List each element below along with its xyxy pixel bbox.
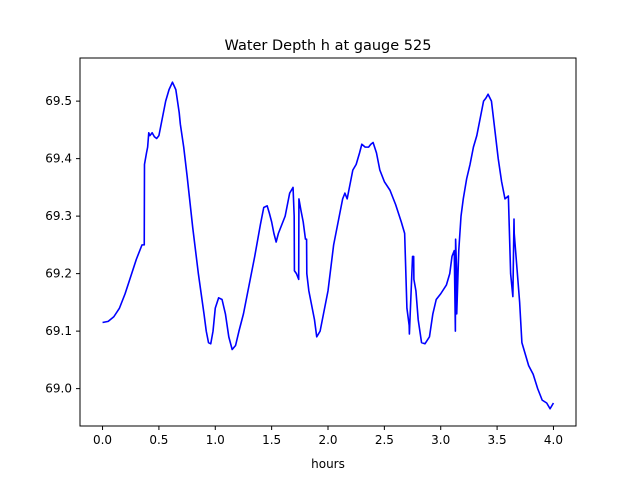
x-tick-label: 2.5 <box>375 433 394 447</box>
plot-area <box>80 58 576 426</box>
x-tick-label: 3.0 <box>431 433 450 447</box>
series-line-0 <box>102 81 555 410</box>
y-tick-label: 69.2 <box>45 267 72 281</box>
chart-title: Water Depth h at gauge 525 <box>225 38 432 54</box>
x-axis-label: hours <box>311 457 345 471</box>
data-layer <box>102 81 555 410</box>
x-tick-label: 0.5 <box>149 433 168 447</box>
plot-frame <box>79 57 577 427</box>
x-tick-label: 2.0 <box>318 433 337 447</box>
y-tick-label: 69.0 <box>45 382 72 396</box>
y-tick-label: 69.4 <box>45 152 72 166</box>
x-tick-label: 3.5 <box>488 433 507 447</box>
y-tick-label: 69.5 <box>45 94 72 108</box>
x-tick-label: 1.0 <box>206 433 225 447</box>
x-tick-label: 4.0 <box>544 433 563 447</box>
x-tick-label: 0.0 <box>93 433 112 447</box>
y-tick-label: 69.3 <box>45 209 72 223</box>
y-tick-label: 69.1 <box>45 324 72 338</box>
x-tick-label: 1.5 <box>262 433 281 447</box>
axes: 0.0 0.5 1.0 1.5 2.0 2.5 3.0 3.5 4.0 69.0 69.1 69.2 6… <box>45 94 563 447</box>
